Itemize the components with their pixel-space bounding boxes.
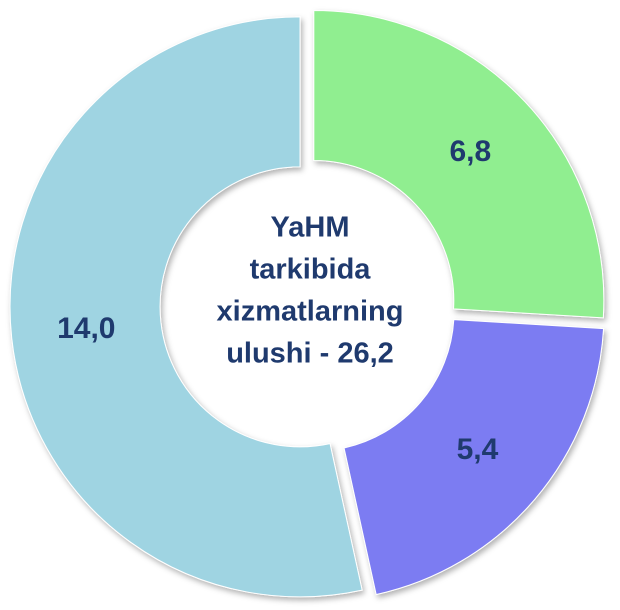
labels: 6,8 5,4 14,0 YaHM tarkibida xizmatlarning ulus… [57, 135, 499, 466]
donut-segment [9, 16, 363, 598]
data-label: 5,4 [457, 433, 499, 466]
donut-segment [313, 10, 605, 319]
data-label: 14,0 [57, 312, 115, 345]
data-label: 6,8 [449, 135, 491, 168]
center-label: tarkibida [250, 254, 372, 286]
donut-segment [343, 319, 605, 596]
center-label: YaHM [271, 212, 350, 244]
center-label: xizmatlarning [217, 296, 404, 328]
center-label: ulushi - 26,2 [226, 338, 394, 370]
donut [9, 10, 605, 598]
